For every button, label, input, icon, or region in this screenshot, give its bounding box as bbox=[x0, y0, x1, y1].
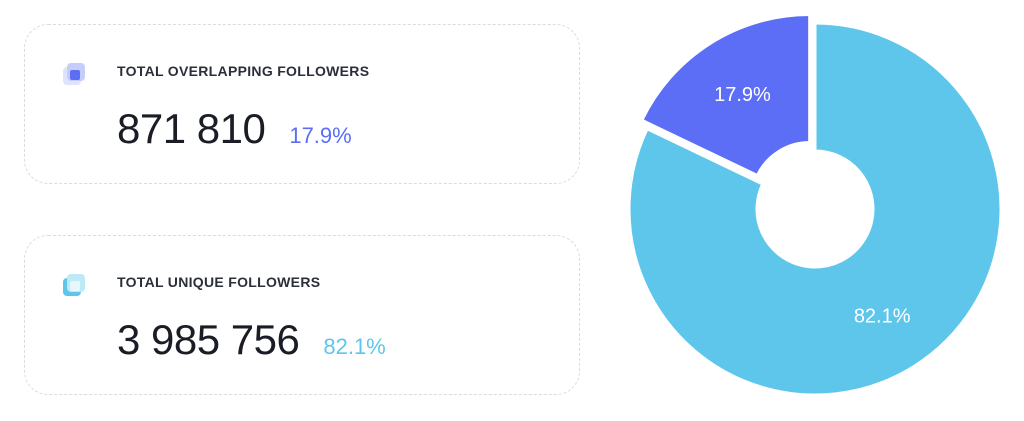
unique-followers-percent: 82.1% bbox=[323, 334, 386, 359]
overlapping-followers-label: TOTAL OVERLAPPING FOLLOWERS bbox=[117, 63, 370, 79]
unique-followers-card: TOTAL UNIQUE FOLLOWERS 3 985 756 82.1% bbox=[24, 235, 580, 395]
overlapping-squares-icon bbox=[63, 63, 85, 85]
overlapping-followers-value: 871 810 bbox=[117, 105, 266, 152]
overlapping-followers-value-row: 871 810 17.9% bbox=[117, 105, 352, 153]
unique-followers-value: 3 985 756 bbox=[117, 316, 300, 363]
donut-chart-svg: 17.9% 82.1% bbox=[627, 14, 1003, 397]
donut-slice-label-0: 17.9% bbox=[714, 84, 771, 106]
unique-followers-value-row: 3 985 756 82.1% bbox=[117, 316, 386, 364]
unique-squares-icon bbox=[63, 274, 85, 296]
unique-followers-label: TOTAL UNIQUE FOLLOWERS bbox=[117, 274, 321, 290]
donut-slice-1 bbox=[627, 21, 1003, 397]
overlapping-followers-card: TOTAL OVERLAPPING FOLLOWERS 871 810 17.9… bbox=[24, 24, 580, 184]
followers-donut-chart: 17.9% 82.1% bbox=[620, 14, 1010, 404]
donut-slice-0 bbox=[639, 14, 812, 178]
donut-slice-label-1: 82.1% bbox=[854, 306, 911, 328]
overlapping-followers-percent: 17.9% bbox=[289, 123, 352, 148]
